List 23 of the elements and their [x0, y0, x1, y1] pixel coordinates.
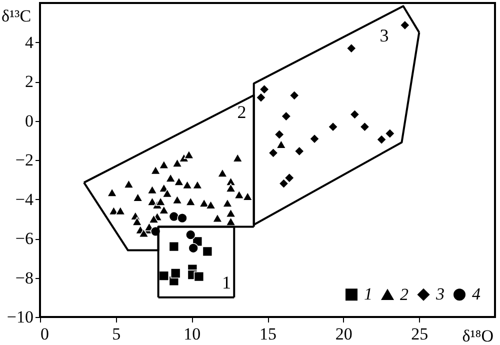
y-tick-label: −6: [15, 229, 34, 248]
annotation: 3: [380, 25, 389, 46]
y-tick-label: −8: [15, 268, 34, 288]
x-tick-label: 0: [40, 324, 49, 344]
x-tick-label: 25: [411, 324, 428, 344]
annotation: 2: [237, 102, 246, 122]
legend-label: 4: [472, 284, 481, 304]
x-tick-label: 10: [184, 324, 201, 344]
legend-label: 2: [400, 284, 409, 304]
y-tick-label: 4: [25, 32, 34, 52]
x-tick-label: 5: [112, 324, 121, 344]
legend-label: 1: [364, 284, 372, 304]
y-tick-label: 0: [25, 111, 34, 130]
x-tick-label: 15: [260, 324, 276, 344]
y-tick-label: −10: [6, 308, 34, 326]
y-tick-label: 2: [25, 72, 34, 91]
annotation: 1: [222, 272, 232, 293]
x-tick-label: 20: [335, 324, 352, 344]
y-axis-title: δ¹³C: [2, 6, 32, 26]
x-axis-title: δ¹⁸O: [462, 326, 494, 345]
legend-label: 3: [435, 284, 444, 304]
y-tick-label: −2: [15, 150, 34, 170]
y-tick-label: −4: [15, 190, 34, 209]
